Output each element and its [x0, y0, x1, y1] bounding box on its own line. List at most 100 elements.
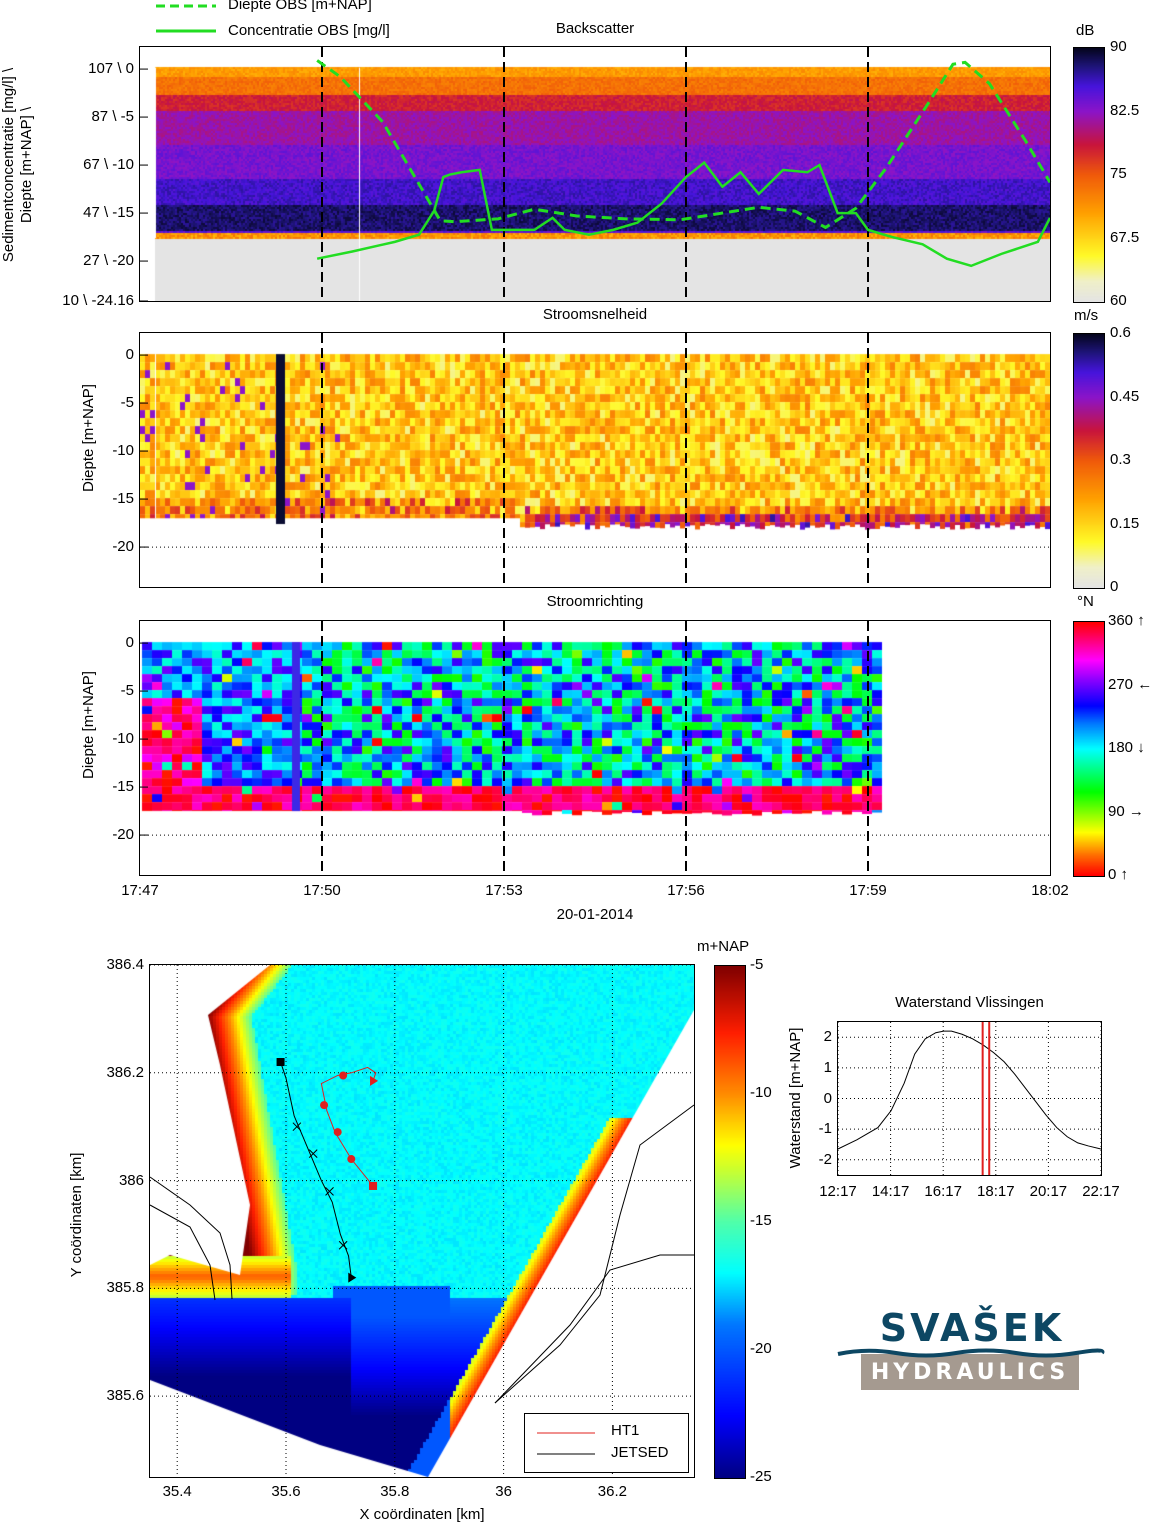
bathymetry-map-overlay: [149, 964, 695, 1477]
ytick-label: 0: [125, 634, 134, 652]
coastline: [149, 1176, 233, 1300]
legend-label-concentratie: Concentratie OBS [mg/l]: [228, 22, 390, 39]
map-xtick-label: 35.6: [271, 1483, 301, 1500]
colorbar-tick-label: -20: [750, 1340, 772, 1357]
waterstand-ytick-label: -2: [818, 1150, 832, 1168]
colorbar-tick-label: -15: [750, 1212, 772, 1229]
map-legend: HT1 JETSED: [524, 1413, 689, 1473]
waterstand-xtick-label: 22:17: [1082, 1183, 1120, 1200]
map-xlabel: X coördinaten [km]: [359, 1506, 485, 1523]
jetsed-end-marker: [348, 1272, 357, 1283]
colorbar-tick-label: 270 ←: [1108, 675, 1153, 693]
ytick-label: -5: [120, 394, 134, 412]
colorbar-tick-label: 90 →: [1108, 802, 1144, 820]
waterstand-ytick-label: 1: [823, 1058, 832, 1076]
bathymetry-colorbar-unit: m+NAP: [697, 938, 750, 955]
ht1-point-marker: [320, 1101, 329, 1110]
colorbar-tick-label: 0.45: [1110, 387, 1140, 405]
stroomrichting-colorbar: [1073, 621, 1105, 877]
ytick-label: -20: [112, 538, 134, 556]
diepte-obs-line: [316, 59, 1052, 230]
waterstand-ytick-label: 0: [823, 1089, 832, 1107]
stroomsnelheid-colorbar: [1073, 333, 1105, 589]
waterstand-xtick-label: 16:17: [924, 1183, 962, 1200]
ht1-track: [320, 1066, 377, 1187]
colorbar-tick-label: 360 ↑: [1108, 612, 1145, 629]
stroomrichting-overlay: [140, 621, 1050, 875]
bathymetry-map-heatmap: [150, 965, 694, 1477]
backscatter-colorbar-unit: dB: [1076, 22, 1095, 39]
waterstand-xtick-label: 12:17: [819, 1183, 857, 1200]
logo-top-text: SVAŠEK: [879, 1306, 1065, 1350]
waterstand-plot: [837, 1022, 1102, 1175]
colorbar-tick-label: 82.5: [1110, 101, 1140, 119]
ytick-label: 27 \ -20: [83, 252, 134, 270]
coastline: [149, 1204, 216, 1301]
coastline: [494, 1104, 695, 1404]
colorbar-tick-label: 90: [1110, 38, 1127, 55]
stroomrichting-heatmap: [140, 621, 1050, 875]
stroomrichting-title: Stroomrichting: [546, 593, 644, 610]
colorbar-tick-label: 67.5: [1110, 228, 1140, 246]
stroomsnelheid-title: Stroomsnelheid: [542, 306, 648, 323]
colorbar-tick-label: 0: [1110, 578, 1119, 595]
colorbar-tick-label: -25: [750, 1468, 772, 1485]
map-xtick-label: 35.8: [380, 1483, 410, 1500]
stroomsnelheid-overlay: [140, 333, 1050, 587]
waterstand-xtick-label: 20:17: [1029, 1183, 1068, 1200]
colorbar-tick-label: 0.6: [1110, 324, 1131, 341]
time-tick-label: 18:02: [1031, 882, 1069, 899]
colorbar-tick-label: 60: [1110, 292, 1127, 309]
ht1-point-marker: [333, 1128, 342, 1137]
concentratie-obs-line: [316, 160, 1052, 268]
ht1-point-marker: [347, 1155, 356, 1164]
legend-label-diepte: Diepte OBS [m+NAP]: [228, 0, 372, 13]
map-ytick-label: 385.8: [106, 1279, 144, 1297]
ytick-label: 47 \ -15: [83, 204, 134, 222]
map-xtick-label: 35.4: [162, 1483, 192, 1500]
ytick-label: -5: [120, 682, 134, 700]
ytick-label: -15: [112, 778, 134, 796]
top-legend: Diepte OBS [m+NAP] Concentratie OBS [mg/…: [150, 0, 450, 44]
backscatter-title: Backscatter: [555, 20, 635, 37]
ht1-end-marker: [370, 1075, 379, 1086]
ytick-label: 0: [125, 346, 134, 364]
ytick-label: -10: [112, 730, 134, 748]
map-ytick-label: 386.4: [106, 956, 144, 973]
time-tick-label: 17:53: [485, 882, 523, 899]
map-legend-lines: [537, 1432, 595, 1455]
jetsed-point-marker: [308, 1149, 318, 1158]
waterstand-xtick-label: 14:17: [871, 1183, 910, 1200]
map-ytick-label: 386.2: [106, 1063, 144, 1081]
ytick-label: 107 \ 0: [88, 60, 134, 78]
colorbar-tick-label: 75: [1110, 165, 1127, 182]
waterstand-xtick-label: 18:17: [977, 1183, 1015, 1200]
ytick-label: 67 \ -10: [83, 156, 134, 174]
colorbar-tick-label: -5: [750, 956, 764, 973]
waterstand-ytick-label: 2: [823, 1028, 832, 1046]
jetsed-start-marker: [276, 1058, 285, 1067]
stroomrichting-colorbar-unit: °N: [1077, 593, 1094, 610]
waterstand-title: Waterstand Vlissingen: [895, 994, 1044, 1011]
colorbar-tick-label: -10: [750, 1084, 772, 1101]
map-xtick-label: 36: [495, 1483, 512, 1500]
waterstand-ylabel: Waterstand [m+NAP]: [787, 1027, 804, 1169]
ytick-label: 10 \ -24.16: [62, 292, 134, 309]
coastline: [494, 1254, 694, 1404]
legend-ht1-label: HT1: [611, 1422, 640, 1439]
backscatter-colorbar: [1073, 47, 1105, 303]
time-tick-label: 17:59: [849, 882, 887, 899]
map-ylabel: Y coördinaten [km]: [68, 1152, 85, 1278]
stroomsnelheid-heatmap: [140, 333, 1050, 587]
jetsed-track: [280, 1061, 352, 1278]
legend-jetsed-label: JETSED: [611, 1444, 669, 1461]
logo-wave: [837, 1348, 1105, 1358]
map-ytick-label: 386: [118, 1171, 144, 1189]
svasek-logo: SVAŠEK HYDRAULICS: [836, 1306, 1105, 1390]
ytick-label: -10: [112, 442, 134, 460]
waterstand-line: [837, 1030, 1102, 1150]
time-tick-label: 17:47: [121, 882, 159, 899]
stroomsnelheid-colorbar-unit: m/s: [1074, 307, 1099, 324]
ht1-point-marker: [339, 1071, 348, 1080]
colorbar-tick-label: 0.3: [1110, 451, 1131, 468]
